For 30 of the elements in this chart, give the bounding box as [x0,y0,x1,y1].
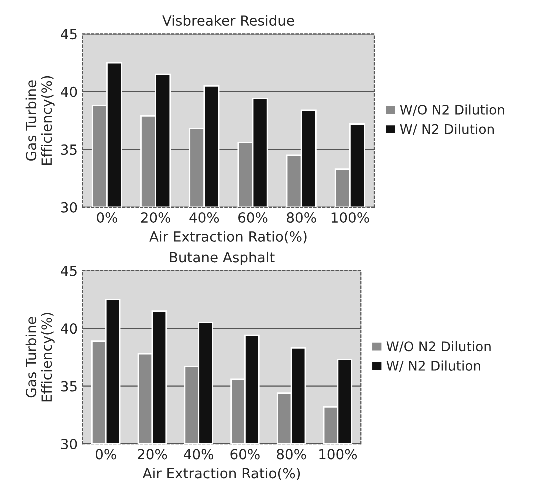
x-axis-title: Air Extraction Ratio(%) [142,468,300,480]
x-tick-label: 40% [184,449,214,460]
y-tick-label: 45 [61,266,77,276]
legend-label: W/O N2 Dilution [400,104,504,116]
x-tick-label: 100% [320,449,358,460]
x-tick-label: 20% [141,212,170,224]
legend-label: W/O N2 Dilution [386,341,491,353]
legend-label: W/ N2 Dilution [386,360,480,372]
y-tick-label: 30 [61,202,78,213]
x-tick-label: 80% [277,449,306,460]
x-tick-label: 20% [138,449,168,460]
y-tick-label: 40 [61,324,78,334]
x-tick-label: 0% [97,212,118,224]
y-tick-label: 45 [61,29,77,40]
y-axis-title: Gas Turbine Efficiency(%) [26,76,55,165]
x-tick-label: 40% [190,212,220,224]
chart-title: Butane Asphalt [170,252,275,266]
legend-label: W/ N2 Dilution [400,124,494,136]
x-tick-label: 60% [238,212,268,224]
x-axis-title: Air Extraction Ratio(%) [150,231,307,244]
y-tick-label: 35 [61,381,77,392]
x-tick-label: 100% [332,212,370,224]
y-tick-label: 30 [61,439,78,450]
x-tick-label: 80% [287,212,316,224]
y-tick-label: 35 [61,144,77,156]
chart-title: Visbreaker Residue [162,15,294,26]
x-tick-label: 60% [230,449,260,460]
y-tick-label: 40 [61,86,78,98]
y-axis-title: Gas Turbine Efficiency(%) [26,313,55,402]
x-tick-label: 0% [96,449,116,460]
